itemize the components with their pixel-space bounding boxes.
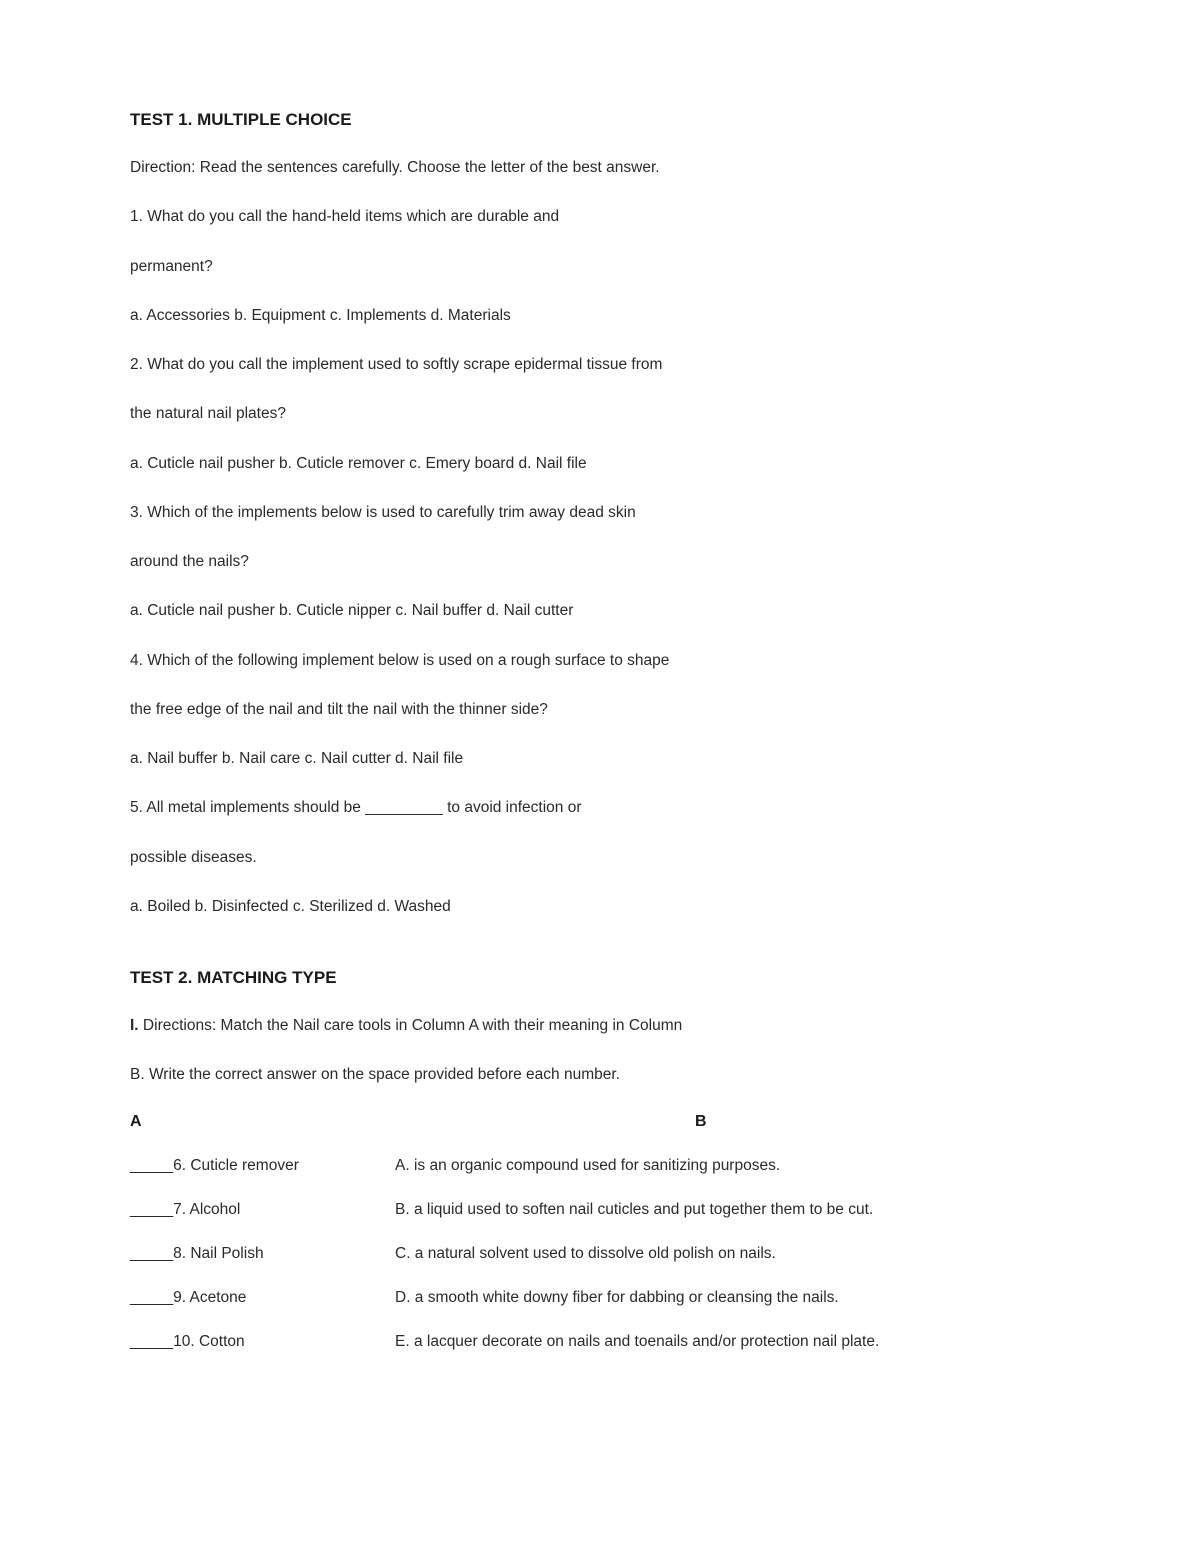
matching-col-b: D. a smooth white downy fiber for dabbin… (395, 1289, 1070, 1307)
q3-line1: 3. Which of the implements below is used… (130, 501, 1070, 524)
direction-prefix: I. (130, 1017, 139, 1034)
matching-col-b: A. is an organic compound used for sanit… (395, 1157, 1070, 1175)
q4-line1: 4. Which of the following implement belo… (130, 649, 1070, 672)
q2-choices: a. Cuticle nail pusher b. Cuticle remove… (130, 452, 1070, 475)
column-b-header: B (695, 1113, 1070, 1131)
test2-direction-line1: I. Directions: Match the Nail care tools… (130, 1014, 1070, 1037)
matching-col-a: _____8. Nail Polish (130, 1245, 395, 1263)
column-a-header: A (130, 1113, 695, 1131)
test1-direction: Direction: Read the sentences carefully.… (130, 156, 1070, 179)
matching-col-b: B. a liquid used to soften nail cuticles… (395, 1201, 1070, 1219)
test2-title: TEST 2. MATCHING TYPE (130, 968, 1070, 988)
test1-title: TEST 1. MULTIPLE CHOICE (130, 110, 1070, 130)
matching-col-a: _____6. Cuticle remover (130, 1157, 395, 1175)
q4-line2: the free edge of the nail and tilt the n… (130, 698, 1070, 721)
q1-choices: a. Accessories b. Equipment c. Implement… (130, 304, 1070, 327)
matching-row: _____7. Alcohol B. a liquid used to soft… (130, 1201, 1070, 1219)
q1-line1: 1. What do you call the hand-held items … (130, 205, 1070, 228)
matching-col-a: _____10. Cotton (130, 1333, 395, 1351)
q2-line2: the natural nail plates? (130, 402, 1070, 425)
q5-line1: 5. All metal implements should be ______… (130, 796, 1070, 819)
matching-row: _____6. Cuticle remover A. is an organic… (130, 1157, 1070, 1175)
matching-row: _____8. Nail Polish C. a natural solvent… (130, 1245, 1070, 1263)
direction-text-1: Directions: Match the Nail care tools in… (139, 1017, 683, 1034)
matching-row: _____10. Cotton E. a lacquer decorate on… (130, 1333, 1070, 1351)
q1-line2: permanent? (130, 255, 1070, 278)
q2-line1: 2. What do you call the implement used t… (130, 353, 1070, 376)
q5-line2: possible diseases. (130, 846, 1070, 869)
matching-col-a: _____7. Alcohol (130, 1201, 395, 1219)
test2-direction-line2: B. Write the correct answer on the space… (130, 1063, 1070, 1086)
matching-col-b: E. a lacquer decorate on nails and toena… (395, 1333, 1070, 1351)
matching-col-b: C. a natural solvent used to dissolve ol… (395, 1245, 1070, 1263)
q4-choices: a. Nail buffer b. Nail care c. Nail cutt… (130, 747, 1070, 770)
matching-header-row: A B (130, 1113, 1070, 1131)
q3-choices: a. Cuticle nail pusher b. Cuticle nipper… (130, 599, 1070, 622)
matching-col-a: _____9. Acetone (130, 1289, 395, 1307)
q5-choices: a. Boiled b. Disinfected c. Sterilized d… (130, 895, 1070, 918)
q3-line2: around the nails? (130, 550, 1070, 573)
matching-row: _____9. Acetone D. a smooth white downy … (130, 1289, 1070, 1307)
